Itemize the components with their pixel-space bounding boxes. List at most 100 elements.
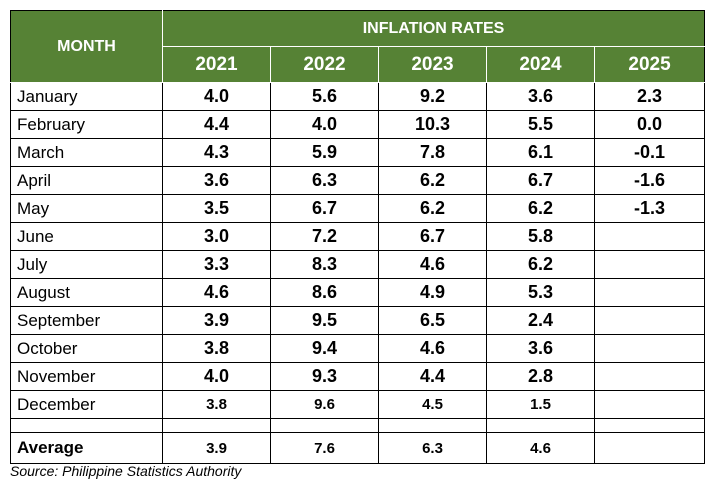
year-header-2021: 2021 [162, 46, 271, 83]
value-cell-2024: 1.5 [486, 390, 595, 419]
value-cell-2021: 3.6 [162, 166, 271, 195]
value-cell-2022: 9.6 [270, 390, 379, 419]
value-cell-2024: 2.8 [486, 362, 595, 391]
value-cell-2024: 6.1 [486, 138, 595, 167]
month-cell: April [10, 166, 163, 195]
value-cell-2023: 6.5 [378, 306, 487, 335]
month-cell: October [10, 334, 163, 363]
value-cell-2022: 9.4 [270, 334, 379, 363]
value-cell-2025: -1.6 [593, 166, 706, 195]
value-cell-2025 [593, 222, 706, 251]
value-cell-2023: 6.2 [378, 194, 487, 223]
table-row: December 3.8 9.6 4.5 1.5 [10, 390, 706, 419]
value-cell-2024: 2.4 [486, 306, 595, 335]
value-cell-2022: 9.3 [270, 362, 379, 391]
month-cell: May [10, 194, 163, 223]
value-cell-2024: 3.6 [486, 334, 595, 363]
table-row: March 4.3 5.9 7.8 6.1 -0.1 [10, 138, 706, 167]
value-cell-2024: 5.3 [486, 278, 595, 307]
value-cell-2024: 6.2 [486, 250, 595, 279]
month-cell: March [10, 138, 163, 167]
spacer-cell [593, 418, 706, 433]
month-column-header: MONTH [10, 10, 163, 83]
value-cell-2025 [593, 278, 706, 307]
table-row: February 4.4 4.0 10.3 5.5 0.0 [10, 110, 706, 139]
table-row: May 3.5 6.7 6.2 6.2 -1.3 [10, 194, 706, 223]
month-cell: August [10, 278, 163, 307]
value-cell-2021: 3.5 [162, 194, 271, 223]
value-cell-2021: 3.8 [162, 390, 271, 419]
value-cell-2025: 2.3 [593, 82, 706, 111]
header-row-top: MONTH INFLATION RATES [10, 10, 706, 83]
value-cell-2025 [593, 250, 706, 279]
value-cell-2022: 5.9 [270, 138, 379, 167]
value-cell-2022: 6.7 [270, 194, 379, 223]
value-cell-2021: 4.0 [162, 362, 271, 391]
average-row: Average 3.9 7.6 6.3 4.6 [10, 432, 706, 464]
value-cell-2021: 4.3 [162, 138, 271, 167]
month-cell: July [10, 250, 163, 279]
value-cell-2023: 4.4 [378, 362, 487, 391]
inflation-rates-header: INFLATION RATES [161, 10, 706, 47]
average-value-2025 [593, 432, 706, 464]
table-row: April 3.6 6.3 6.2 6.7 -1.6 [10, 166, 706, 195]
spacer-cell [162, 418, 271, 433]
year-header-2025: 2025 [593, 46, 706, 83]
source-note: Source: Philippine Statistics Authority [10, 463, 242, 479]
month-cell: November [10, 362, 163, 391]
value-cell-2023: 4.5 [378, 390, 487, 419]
value-cell-2023: 10.3 [378, 110, 487, 139]
month-cell: June [10, 222, 163, 251]
value-cell-2021: 4.4 [162, 110, 271, 139]
table-row: November 4.0 9.3 4.4 2.8 [10, 362, 706, 391]
inflation-table: MONTH INFLATION RATES 2021 2022 2023 202… [10, 10, 706, 464]
average-value-2023: 6.3 [378, 432, 487, 464]
value-cell-2022: 6.3 [270, 166, 379, 195]
value-cell-2022: 8.3 [270, 250, 379, 279]
value-cell-2023: 4.9 [378, 278, 487, 307]
value-cell-2022: 5.6 [270, 82, 379, 111]
month-cell: January [10, 82, 163, 111]
value-cell-2021: 4.0 [162, 82, 271, 111]
value-cell-2025: -1.3 [593, 194, 706, 223]
inflation-table-container: MONTH INFLATION RATES 2021 2022 2023 202… [10, 10, 706, 464]
table-body: January 4.0 5.6 9.2 3.6 2.3 February 4.4 4.0 10.3… [10, 82, 706, 464]
month-cell: February [10, 110, 163, 139]
value-cell-2023: 4.6 [378, 250, 487, 279]
value-cell-2025: -0.1 [593, 138, 706, 167]
table-row: August 4.6 8.6 4.9 5.3 [10, 278, 706, 307]
value-cell-2023: 7.8 [378, 138, 487, 167]
average-value-2022: 7.6 [270, 432, 379, 464]
value-cell-2023: 6.7 [378, 222, 487, 251]
value-cell-2024: 6.2 [486, 194, 595, 223]
value-cell-2023: 9.2 [378, 82, 487, 111]
value-cell-2023: 6.2 [378, 166, 487, 195]
value-cell-2022: 4.0 [270, 110, 379, 139]
month-cell: December [10, 390, 163, 419]
table-row: October 3.8 9.4 4.6 3.6 [10, 334, 706, 363]
value-cell-2021: 4.6 [162, 278, 271, 307]
value-cell-2025 [593, 334, 706, 363]
year-header-2023: 2023 [378, 46, 487, 83]
value-cell-2025 [593, 362, 706, 391]
year-header-2024: 2024 [486, 46, 595, 83]
header-row-years: 2021 2022 2023 2024 2025 [11, 46, 706, 83]
table-row: July 3.3 8.3 4.6 6.2 [10, 250, 706, 279]
table-row: June 3.0 7.2 6.7 5.8 [10, 222, 706, 251]
value-cell-2021: 3.8 [162, 334, 271, 363]
value-cell-2025 [593, 390, 706, 419]
value-cell-2025 [593, 306, 706, 335]
spacer-cell [10, 418, 163, 433]
value-cell-2021: 3.3 [162, 250, 271, 279]
table-row: September 3.9 9.5 6.5 2.4 [10, 306, 706, 335]
average-value-2024: 4.6 [486, 432, 595, 464]
value-cell-2025: 0.0 [593, 110, 706, 139]
spacer-cell [378, 418, 487, 433]
spacer-row [10, 418, 706, 433]
year-header-2022: 2022 [270, 46, 379, 83]
value-cell-2024: 3.6 [486, 82, 595, 111]
value-cell-2021: 3.0 [162, 222, 271, 251]
value-cell-2022: 9.5 [270, 306, 379, 335]
value-cell-2024: 6.7 [486, 166, 595, 195]
value-cell-2022: 7.2 [270, 222, 379, 251]
